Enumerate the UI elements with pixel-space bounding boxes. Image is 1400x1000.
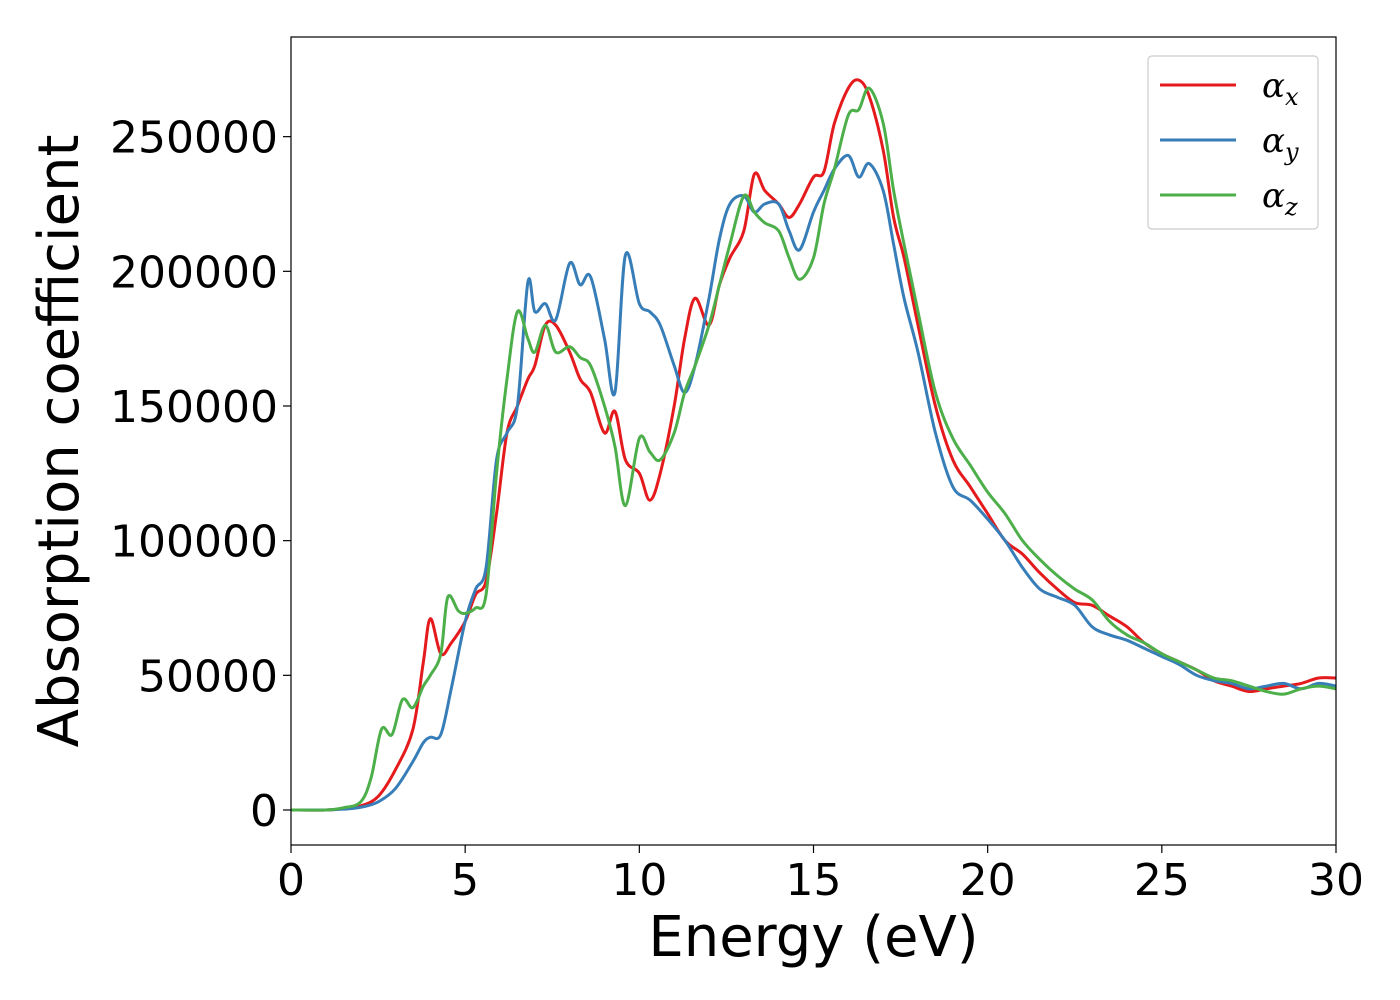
x-tick-label: 10: [611, 855, 667, 906]
legend-symbol: α: [1262, 176, 1285, 216]
y-tick-label: 100000: [110, 517, 278, 568]
legend-label-x: αx: [1262, 66, 1299, 111]
x-tick-label: 5: [451, 855, 479, 906]
series-layer: [291, 78, 1336, 812]
legend-subscript: x: [1285, 83, 1299, 111]
legend-subscript: y: [1284, 138, 1299, 166]
series-line-x: [291, 78, 1336, 812]
legend-symbol: α: [1262, 66, 1285, 106]
legend-box: [1147, 55, 1319, 230]
x-axis-label: Energy (eV): [648, 905, 978, 970]
legend-label-y: αy: [1262, 121, 1299, 166]
x-tick-label: 30: [1308, 855, 1364, 906]
y-axis-label: Absorption coefficient: [27, 135, 92, 748]
y-tick-label: 250000: [110, 113, 278, 164]
y-tick-label: 200000: [110, 247, 278, 298]
y-tick-label: 50000: [138, 651, 278, 702]
x-tick-label: 15: [786, 855, 842, 906]
series-line-z: [291, 86, 1336, 812]
x-axis: 0 5 10 15 20 25 30: [277, 845, 1364, 906]
x-tick-label: 25: [1134, 855, 1190, 906]
legend-subscript: z: [1284, 193, 1298, 221]
x-tick-label: 20: [960, 855, 1016, 906]
y-tick-label: 0: [250, 786, 278, 837]
y-tick-label: 150000: [110, 382, 278, 433]
x-tick-label: 0: [277, 855, 305, 906]
legend-symbol: α: [1262, 121, 1285, 161]
y-axis: 0 50000 100000 150000 200000 250000: [110, 113, 291, 837]
legend-label-z: αz: [1262, 176, 1298, 221]
